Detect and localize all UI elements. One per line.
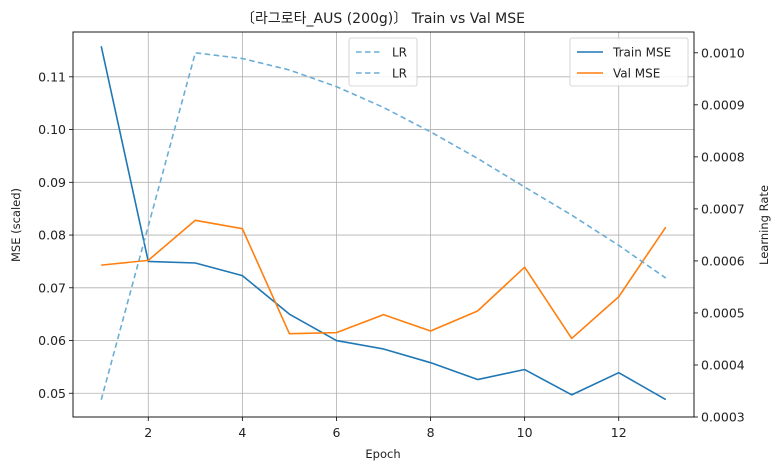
- chart-title: 〔라그로타_AUS (200g)〕 Train vs Val MSE: [241, 11, 525, 27]
- y2-tick-label: 0.0008: [701, 149, 745, 164]
- legend-lr-label: LR: [392, 46, 407, 60]
- y2-tick-label: 0.0005: [701, 305, 745, 320]
- plot-frame: [72, 31, 695, 418]
- axes-layer: 2 4 6 8 10 12 0.05 0.06 0.07 0.08 0.09 0.10 0.11 0.00…: [38, 31, 745, 440]
- series-line-lr: [100, 52, 667, 401]
- y-tick-label: 0.06: [38, 333, 66, 348]
- y-axis-label: MSE (scaled): [9, 188, 23, 262]
- y2-tick-label: 0.0007: [701, 201, 745, 216]
- y-tick-label: 0.11: [38, 69, 66, 84]
- y-tick-label: 0.10: [38, 122, 66, 137]
- x-tick-label: 8: [427, 425, 435, 440]
- x-tick-label: 2: [144, 425, 152, 440]
- y2-tick-label: 0.0003: [701, 410, 745, 425]
- y-tick-label: 0.09: [38, 175, 66, 190]
- legend-lr-box: [348, 37, 418, 87]
- grid-layer: [73, 32, 694, 417]
- legend-layer: Train MSE Val MSE LR LR: [348, 37, 689, 87]
- y2-tick-label: 0.0010: [701, 45, 745, 60]
- x-tick-label: 6: [332, 425, 340, 440]
- x-tick-label: 12: [611, 425, 627, 440]
- series-line-val-mse: [101, 219, 667, 340]
- x-tick-label: 10: [517, 425, 533, 440]
- y-tick-label: 0.07: [38, 280, 66, 295]
- series-layer: [100, 46, 667, 401]
- x-tick-label: 4: [238, 425, 246, 440]
- y-tick-label: 0.05: [38, 386, 66, 401]
- legend-mse-label: Train MSE: [612, 46, 671, 60]
- y-tick-label: 0.08: [38, 228, 66, 243]
- y2-axis-label: Learning Rate: [757, 185, 771, 265]
- legend-lr-label: LR: [392, 67, 407, 81]
- series-line-train-mse: [100, 46, 667, 401]
- legend-mse-label: Val MSE: [613, 67, 660, 81]
- y2-tick-label: 0.0004: [701, 357, 745, 372]
- x-axis-label: Epoch: [365, 447, 400, 461]
- y2-tick-label: 0.0006: [701, 253, 745, 268]
- legend-mse-box: [569, 37, 689, 87]
- y2-tick-label: 0.0009: [701, 97, 745, 112]
